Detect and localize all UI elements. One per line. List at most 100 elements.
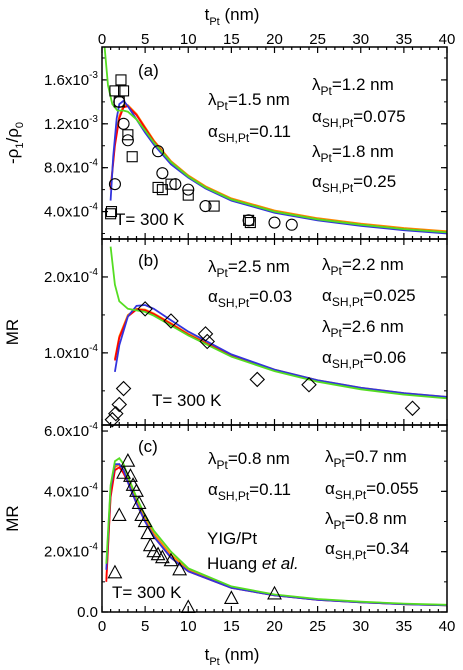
data-point-triangle [223, 590, 239, 604]
y-tick-label: 1.6x10-3 [44, 70, 98, 89]
data-point-circle [169, 178, 182, 191]
x-tick-label-bottom: 0 [98, 618, 106, 635]
data-point-diamond [104, 411, 121, 428]
param-value: =0.11 [249, 122, 291, 141]
param-annotation-blue: λPt=0.7 nm [325, 447, 407, 470]
x-axis-title-sub: Pt [209, 16, 219, 28]
data-point-square [126, 151, 138, 163]
param-value: =0.8 nm [228, 449, 290, 468]
x-tick-label-bottom: 40 [439, 618, 456, 635]
y-tick-label: 8.0x10-4 [44, 158, 98, 177]
x-axis-title-main: t [205, 645, 210, 664]
y-tick-label-base: 8.0x10 [44, 160, 89, 177]
data-point-triangle [163, 552, 179, 567]
param-subscript: SH,Pt [218, 131, 250, 145]
x-tick-label-bottom: 35 [396, 618, 413, 635]
param-subscript: SH,Pt [218, 296, 250, 310]
data-point-diamond [163, 313, 179, 329]
data-point-triangle [137, 513, 153, 528]
data-point-circle [268, 216, 281, 229]
param-symbol: λ [312, 142, 321, 161]
data-point-triangle [116, 465, 131, 479]
param-annotation-green: αSH,Pt=0.34 [325, 539, 409, 562]
y-tick-label-base: 6.0x10 [44, 423, 89, 440]
y-tick-label-base: 0.0 [77, 604, 98, 621]
data-point-square [105, 208, 117, 220]
param-symbol: λ [322, 255, 331, 274]
data-point-square [105, 206, 118, 218]
x-tick-label-top: 25 [309, 31, 326, 48]
data-point-diamond [108, 405, 124, 422]
panel-frame [101, 424, 448, 613]
x-tick-label-top: 35 [396, 31, 413, 48]
param-annotation-green: λPt=1.8 nm [312, 142, 394, 165]
data-point-triangle [120, 453, 136, 467]
x-axis-title-sub: Pt [209, 656, 219, 668]
data-point-triangle [123, 468, 138, 482]
param-symbol: λ [325, 447, 334, 466]
y-tick-label: 1.0x10-4 [44, 343, 98, 362]
x-tick-label-top: 20 [266, 31, 283, 48]
temperature-label: T= 300 K [112, 583, 182, 602]
param-symbol: λ [208, 257, 217, 276]
data-point-circle [152, 145, 165, 158]
param-symbol: α [208, 287, 218, 306]
y-axis-title-sub: 0 [14, 122, 26, 128]
y-axis-title-part: -ρ [3, 149, 22, 164]
data-point-triangle [154, 549, 170, 564]
param-subscript: Pt [217, 458, 229, 472]
x-tick-label-bottom: 15 [223, 618, 240, 635]
param-symbol: α [322, 348, 332, 367]
param-subscript: SH,Pt [218, 489, 250, 503]
data-point-square [152, 181, 164, 193]
y-tick-label: 4.0x10-4 [44, 202, 98, 221]
param-subscript: SH,Pt [332, 295, 364, 309]
param-annotation-red: αSH,Pt=0.11 [208, 122, 291, 145]
data-point-diamond [404, 400, 421, 417]
param-annotation-red: αSH,Pt=0.11 [208, 480, 291, 503]
y-tick-label-exp: -4 [89, 267, 98, 278]
param-value: =0.075 [353, 107, 405, 126]
param-value: =2.2 nm [342, 255, 404, 274]
param-value: =0.055 [366, 479, 418, 498]
x-tick-label-bottom: 25 [309, 618, 326, 635]
y-tick-label-exp: -4 [89, 202, 98, 213]
param-subscript: SH,Pt [322, 116, 354, 130]
y-axis-title: -ρ1/ρ0 [3, 122, 26, 164]
param-subscript: Pt [217, 266, 229, 280]
y-tick-label-exp: -3 [89, 70, 98, 81]
data-point-diamond [197, 326, 214, 342]
param-value: =0.025 [363, 286, 415, 305]
data-point-square [109, 85, 121, 97]
x-axis-title-unit: (nm) [220, 645, 260, 664]
param-symbol: λ [208, 449, 217, 468]
y-tick-label-exp: -4 [89, 343, 98, 354]
y-tick-label-base: 1.2x10 [44, 116, 89, 133]
param-value: =0.03 [249, 287, 292, 306]
sample-note-line1: YIG/Pt [207, 529, 257, 548]
y-tick-label-exp: -4 [89, 481, 98, 492]
x-tick-label-bottom: 10 [180, 618, 197, 635]
temperature-label: T= 300 K [115, 210, 185, 229]
data-point-circle [121, 134, 134, 147]
param-annotation-blue: αSH,Pt=0.075 [312, 107, 406, 130]
param-subscript: SH,Pt [335, 548, 367, 562]
panel-label: (a) [138, 61, 159, 80]
param-annotation-red: αSH,Pt=0.03 [208, 287, 292, 310]
param-annotation-green: αSH,Pt=0.06 [322, 348, 406, 371]
param-annotation-red: λPt=0.8 nm [208, 449, 290, 472]
param-subscript: Pt [334, 456, 346, 470]
y-axis-title-sub: 1 [14, 143, 26, 149]
param-subscript: Pt [334, 518, 346, 532]
y-tick-label: 6.0x10-4 [44, 421, 98, 440]
param-subscript: SH,Pt [322, 181, 354, 195]
panel-label: (c) [138, 437, 158, 456]
param-value: =0.25 [353, 172, 396, 191]
y-tick-label: 4.0x10-4 [44, 481, 98, 500]
data-point-square [244, 216, 256, 229]
x-axis-title-unit: (nm) [220, 5, 260, 24]
data-point-triangle [129, 483, 144, 497]
x-tick-label-top: 0 [98, 31, 106, 48]
